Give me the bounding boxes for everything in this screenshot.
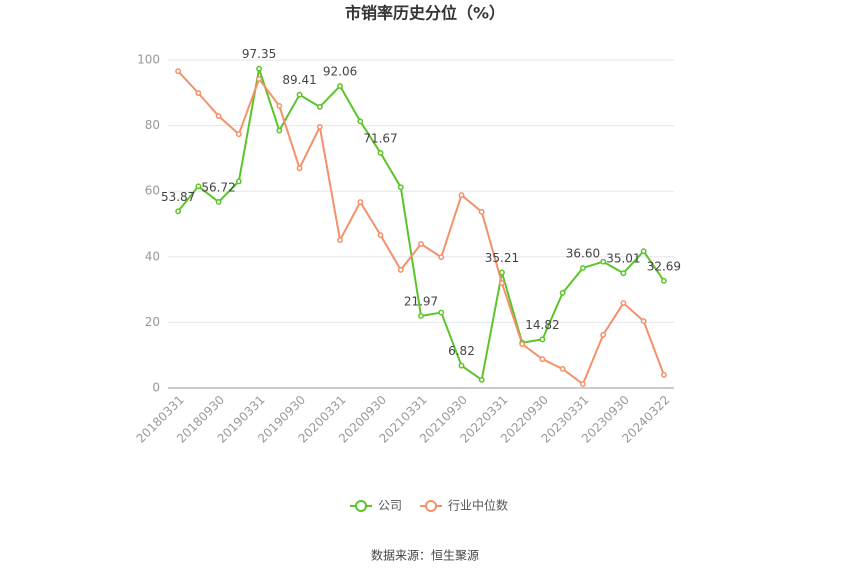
data-point [296, 165, 303, 172]
data-point [478, 208, 485, 215]
data-point [195, 183, 202, 190]
data-point [438, 309, 445, 316]
data-point [276, 102, 283, 109]
data-label: 14.82 [525, 318, 559, 332]
data-point [276, 127, 283, 134]
data-label: 92.06 [323, 65, 357, 79]
data-point [620, 270, 627, 277]
data-point [458, 362, 465, 369]
data-point [337, 83, 343, 89]
data-point [377, 232, 384, 239]
y-tick-label: 40 [145, 249, 160, 263]
data-point [478, 376, 485, 383]
data-point [337, 237, 343, 244]
data-point [235, 178, 242, 185]
legend-label: 公司 [378, 499, 402, 513]
data-point [458, 192, 465, 199]
data-point [539, 336, 546, 343]
data-point [316, 123, 323, 130]
data-point [377, 149, 384, 156]
data-point [559, 289, 566, 296]
data-point [357, 118, 364, 125]
y-tick-label: 20 [145, 315, 160, 329]
data-point [620, 300, 627, 306]
data-point [256, 65, 263, 72]
y-tick-label: 80 [145, 118, 160, 132]
data-point [397, 266, 404, 273]
data-point [175, 208, 182, 215]
chart-title: 市销率历史分位（%） [345, 4, 505, 23]
data-point [438, 254, 445, 261]
y-tick-label: 0 [152, 381, 160, 395]
data-point [499, 280, 505, 286]
data-label: 36.60 [566, 246, 600, 260]
data-label: 56.72 [201, 180, 235, 194]
data-point [296, 91, 303, 98]
data-point [600, 258, 607, 265]
data-point [539, 356, 546, 363]
data-point [660, 371, 667, 378]
data-label: 6.82 [448, 344, 475, 358]
data-point [499, 269, 505, 276]
data-point [397, 184, 404, 191]
legend-label: 行业中位数 [448, 498, 508, 513]
data-point [175, 68, 182, 75]
y-tick-label: 60 [145, 184, 160, 198]
data-point [640, 318, 647, 325]
legend-swatch [355, 500, 367, 512]
data-point [600, 331, 607, 338]
source-note: 数据来源：恒生聚源 [371, 548, 479, 563]
data-point [357, 199, 364, 205]
data-point [579, 381, 586, 388]
data-point [418, 241, 424, 247]
data-point [579, 265, 586, 271]
y-tick-label: 100 [137, 53, 160, 67]
data-point [660, 277, 667, 284]
data-point [235, 131, 242, 138]
legend-swatch [425, 500, 438, 512]
data-point [215, 113, 222, 120]
data-label: 35.01 [606, 252, 640, 266]
data-point [519, 341, 526, 347]
data-point [640, 248, 647, 255]
data-label: 53.87 [161, 190, 195, 204]
data-label: 21.97 [404, 294, 438, 308]
data-label: 32.69 [647, 259, 681, 273]
data-label: 71.67 [363, 131, 397, 145]
data-point [195, 90, 202, 97]
data-point [559, 366, 566, 372]
data-label: 97.35 [242, 47, 276, 61]
data-label: 89.41 [282, 73, 316, 87]
data-point [418, 312, 424, 319]
data-point [215, 199, 222, 205]
data-label: 35.21 [485, 251, 519, 265]
data-point [316, 103, 323, 110]
data-point [256, 76, 263, 82]
series-line [177, 68, 665, 382]
